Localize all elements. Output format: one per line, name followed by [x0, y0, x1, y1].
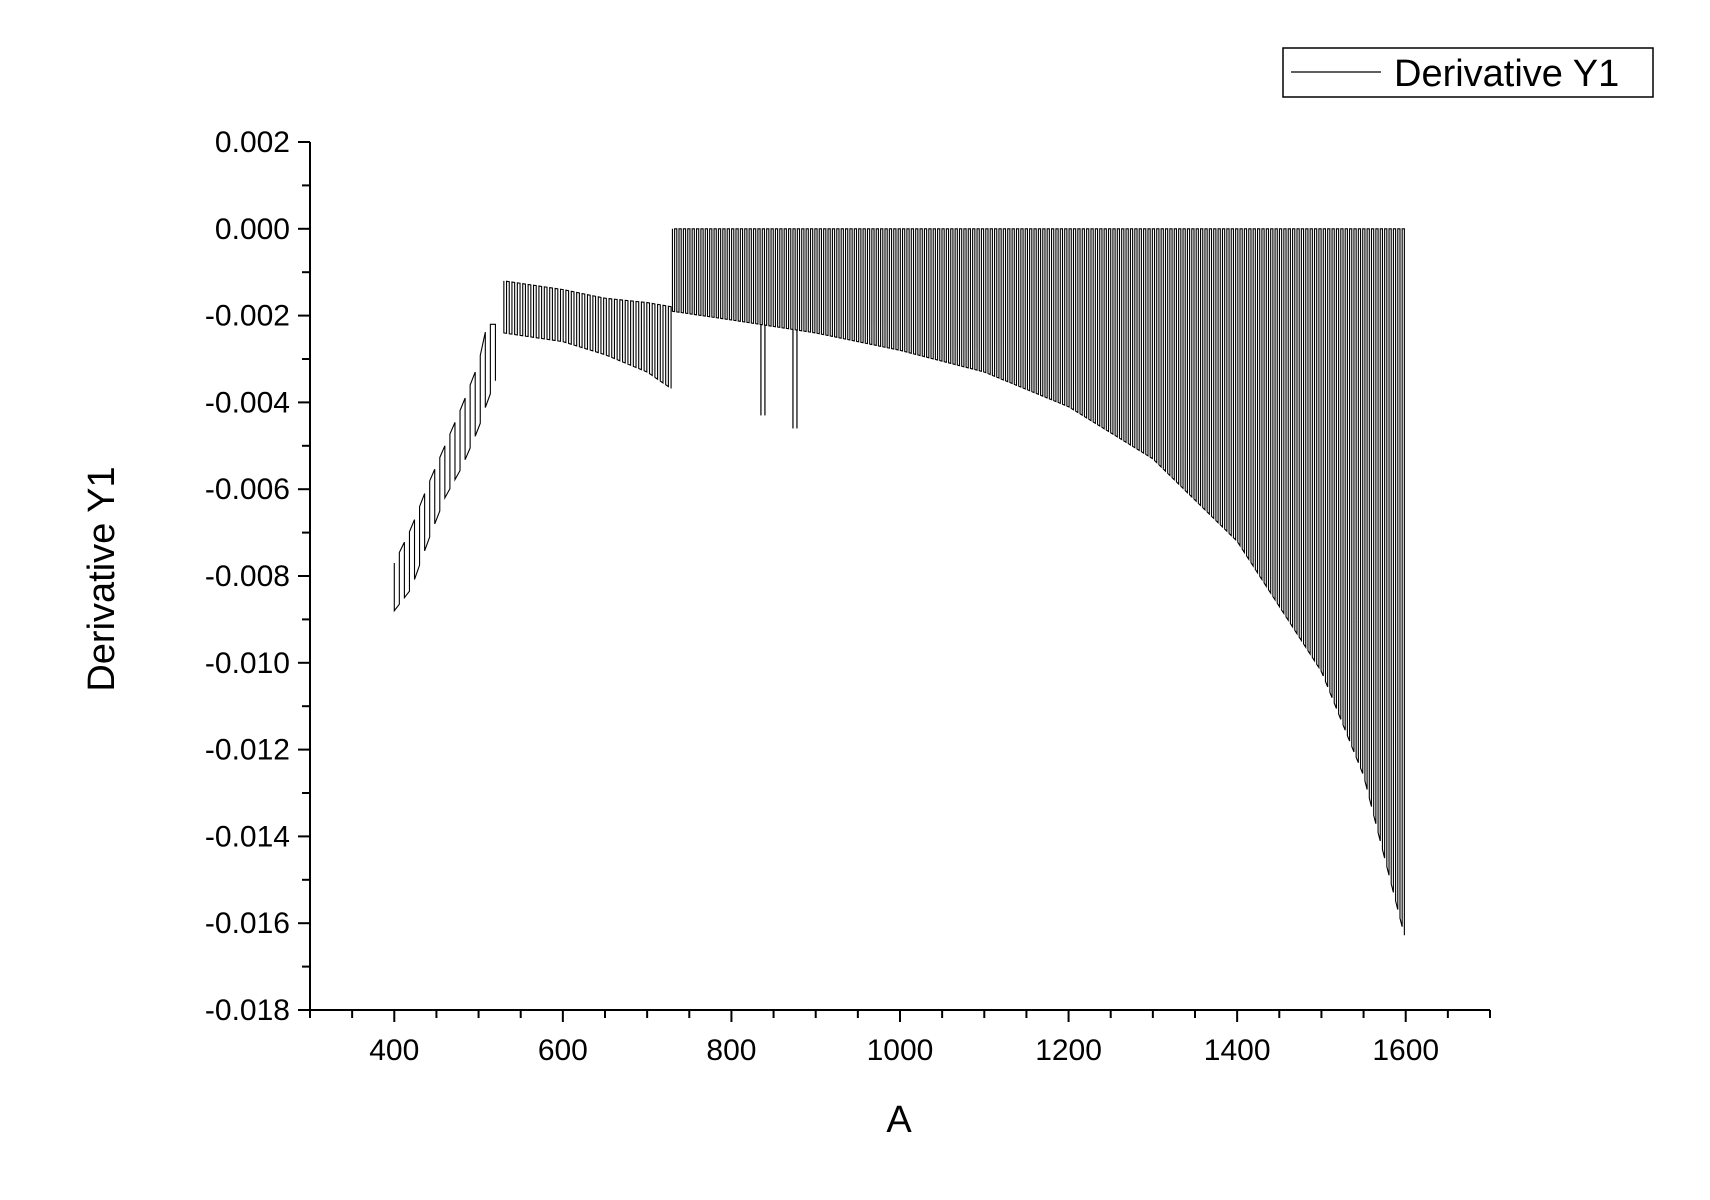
x-tick-label: 1000 — [867, 1034, 934, 1067]
x-tick-label: 600 — [538, 1034, 588, 1067]
y-tick-label: -0.010 — [205, 647, 290, 680]
y-tick-label: 0.000 — [215, 213, 290, 246]
legend-label: Derivative Y1 — [1394, 53, 1619, 95]
plot-area — [393, 228, 1405, 936]
y-tick-label: -0.012 — [205, 734, 290, 767]
y-tick-label: -0.004 — [205, 386, 290, 419]
x-tick-label: 1400 — [1204, 1034, 1271, 1067]
axes: 400 600 800 1000 1200 1400 1600 0.002 0.000 -0.00… — [205, 126, 1491, 1067]
x-axis-title: A — [886, 1099, 912, 1141]
y-tick-label: -0.008 — [205, 560, 290, 593]
series-line-derivative-y1 — [393, 228, 1405, 936]
x-tick-label: 1600 — [1372, 1034, 1439, 1067]
x-tick-label: 1200 — [1035, 1034, 1102, 1067]
y-tick-label: 0.002 — [215, 126, 290, 159]
y-tick-label: -0.002 — [205, 300, 290, 333]
x-tick-label: 800 — [706, 1034, 756, 1067]
y-tick-label: -0.018 — [205, 994, 290, 1027]
y-tick-label: -0.006 — [205, 473, 290, 506]
x-tick-label: 400 — [369, 1034, 419, 1067]
y-axis-title: Derivative Y1 — [81, 466, 123, 691]
y-tick-label: -0.014 — [205, 820, 290, 853]
legend: Derivative Y1 — [1282, 47, 1654, 98]
y-tick-label: -0.016 — [205, 907, 290, 940]
